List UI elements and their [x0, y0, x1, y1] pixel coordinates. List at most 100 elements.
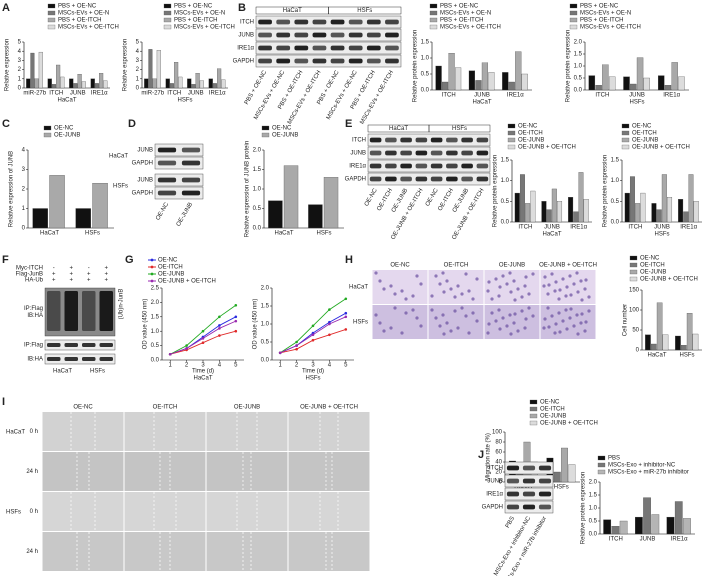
bar	[191, 84, 196, 89]
bar	[187, 78, 192, 89]
blot-strip	[367, 172, 491, 186]
blot-band	[461, 150, 473, 156]
cell	[404, 311, 408, 315]
bar	[656, 209, 662, 223]
panel-label: D	[128, 118, 136, 130]
blot-band	[400, 163, 412, 169]
x-tick-label: 2	[185, 363, 189, 369]
bar	[683, 518, 691, 535]
blot-header-box	[428, 124, 491, 133]
x-tick-label: ITCH	[518, 225, 532, 231]
y-tick-label: 1.0	[574, 64, 583, 70]
y-axis-label: Relative protein expression	[566, 30, 572, 102]
legend-label: OE-JUNB	[640, 270, 666, 276]
blot-side-label: HaCaT	[109, 154, 128, 160]
blot-band	[276, 58, 291, 64]
blot-row-label: GAPDH	[132, 191, 153, 197]
blot-band	[415, 176, 428, 182]
bar	[178, 76, 183, 89]
x-tick-label: ITCH	[442, 93, 456, 99]
legend-swatch	[507, 137, 516, 143]
cell	[576, 332, 580, 336]
cell	[453, 295, 457, 299]
bar	[595, 85, 602, 91]
micrograph	[206, 452, 288, 491]
x-tick-label: ITCH	[595, 93, 609, 99]
legend-swatch	[597, 455, 606, 461]
bar	[651, 203, 657, 223]
y-tick-label: 20	[495, 470, 502, 476]
bar	[283, 165, 299, 229]
y-tick-label: 0.0	[261, 358, 270, 364]
micrograph-group-label: HaCaT	[6, 430, 25, 436]
bar	[521, 73, 528, 91]
cell	[553, 289, 557, 293]
point	[311, 338, 315, 342]
cell	[487, 322, 491, 326]
bar	[34, 78, 39, 89]
blot-band	[369, 150, 382, 156]
y-tick-label: 60	[495, 450, 502, 456]
band-label: (Ub)n-JunB	[119, 289, 125, 320]
bar	[530, 190, 536, 223]
blot-band	[157, 160, 177, 166]
blot-band	[506, 465, 520, 471]
blot-band	[348, 58, 363, 64]
cell	[475, 319, 479, 323]
cell	[404, 297, 408, 301]
legend-label: OE-JUNB + OE-ITCH	[640, 277, 698, 283]
blot-band	[276, 45, 291, 51]
x-tick-label: HaCaT	[514, 485, 533, 491]
y-axis-label: Relative expression of JUNB protein	[245, 141, 251, 237]
cell	[527, 306, 531, 310]
bar	[308, 204, 323, 229]
bar	[667, 197, 673, 223]
blot-band	[522, 491, 536, 497]
blot-strip	[154, 186, 204, 200]
y-axis-label: Relative protein expression	[413, 30, 419, 102]
legend-swatch	[47, 3, 56, 9]
treatment-sign: +	[69, 266, 73, 272]
treatment-sign: +	[69, 272, 73, 278]
blot-row-label: JUNB	[137, 178, 153, 184]
cell	[438, 282, 442, 286]
legend-swatch	[621, 144, 630, 150]
legend-swatch	[507, 130, 516, 136]
micrograph	[288, 532, 370, 571]
blot-row-label: IP:Flag	[24, 306, 43, 312]
cell	[438, 324, 442, 328]
y-axis-label: OD value (450 nm)	[143, 299, 149, 350]
blot-band	[461, 176, 473, 182]
legend-label: MSCs-Exo + inhibitor-NC	[608, 463, 676, 469]
x-tick-label: ITCH	[628, 225, 642, 231]
blot-band	[348, 45, 363, 51]
bar	[688, 174, 694, 223]
point	[295, 344, 298, 347]
treatment-label: Myc-ITCH	[16, 266, 43, 272]
y-tick-label: 0.0	[253, 226, 262, 232]
blot-band	[385, 32, 399, 38]
legend-swatch	[507, 144, 516, 150]
cell	[524, 317, 528, 321]
cell	[382, 329, 386, 333]
cell	[557, 311, 561, 315]
treatment-label: HA-Ub	[25, 278, 44, 284]
blot-band	[538, 491, 552, 497]
x-tick-label: 3	[201, 363, 205, 369]
legend-label: MSCs-EVs + OE-ITCH	[580, 25, 641, 31]
blot-band	[47, 343, 61, 347]
blot-strip	[255, 15, 402, 29]
bar	[630, 83, 637, 91]
cell	[442, 290, 446, 294]
legend-label: PBS + OE-ITCH	[58, 18, 102, 24]
bar	[643, 497, 651, 535]
legend-swatch	[629, 276, 638, 282]
micrograph	[206, 532, 288, 571]
y-tick-label: 50	[632, 328, 639, 334]
treatment-sign: +	[104, 272, 108, 278]
bar	[678, 199, 684, 223]
blot-band	[385, 137, 397, 143]
y-tick-label: 1.5	[261, 304, 270, 310]
x-tick-label: IRE1α	[91, 91, 108, 97]
bar	[208, 78, 213, 89]
